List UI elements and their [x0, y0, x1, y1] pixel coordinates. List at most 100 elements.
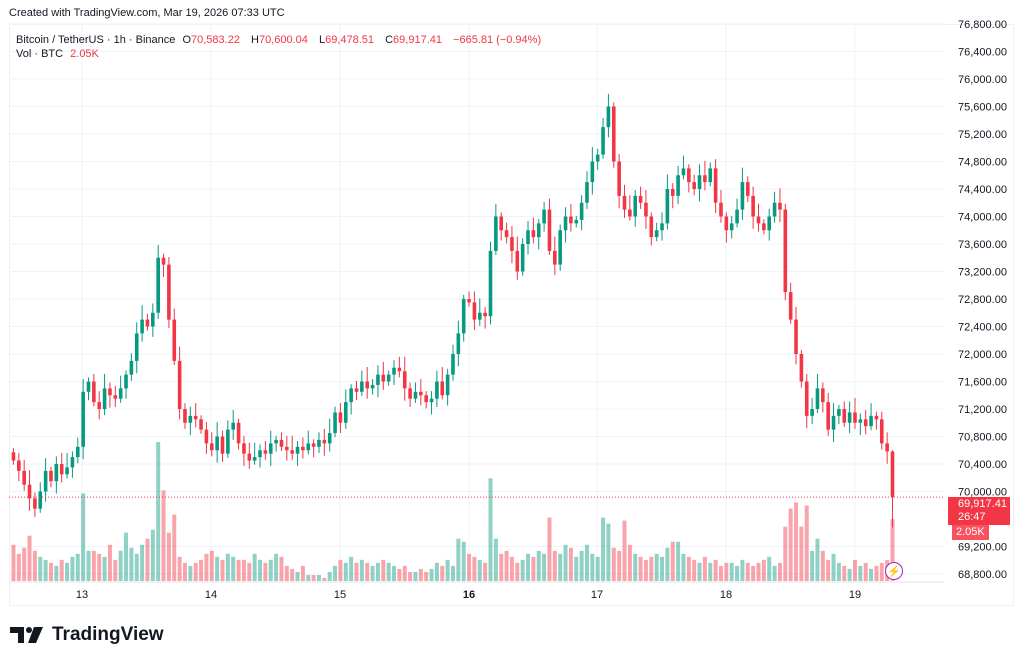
volume-bar [633, 553, 638, 581]
candle-body [193, 415, 198, 420]
volume-bar [370, 565, 375, 581]
last-price: 69,917.41 [958, 498, 1007, 510]
created-with-caption: Created with TradingView.com, Mar 19, 20… [9, 7, 285, 19]
high-value: 70,600.04 [258, 34, 308, 46]
grid-lines [9, 23, 944, 582]
candle-body [799, 354, 804, 382]
tradingview-logo[interactable]: TradingView [10, 624, 164, 646]
candle-body [772, 202, 777, 217]
candle-body [38, 491, 43, 509]
volume-bar [27, 535, 32, 581]
volume-bar [97, 553, 102, 581]
change-value: −665.81 (−0.94%) [453, 34, 542, 46]
volume-bar [563, 544, 568, 581]
candle-body [360, 381, 364, 392]
volume-bar [354, 562, 359, 581]
volume-bar [509, 556, 514, 581]
volume-bar [772, 565, 777, 581]
volume-bar [890, 519, 895, 581]
candle-body [75, 446, 80, 458]
volume-bar [697, 562, 702, 581]
candle-body [729, 223, 734, 231]
candle-body [515, 250, 520, 272]
candle-body [510, 237, 514, 251]
volume-bar [515, 562, 520, 581]
candle-body [869, 415, 873, 427]
volume-bar [32, 550, 37, 581]
time-tick-label: 16 [463, 589, 475, 601]
candle-body [231, 422, 236, 430]
volume-bar [815, 538, 820, 581]
time-tick-label: 14 [205, 589, 217, 601]
volume-bar [16, 553, 21, 581]
volume-bar [842, 565, 847, 581]
candle-body [885, 443, 889, 452]
candle-body [499, 216, 504, 231]
candle-body [665, 189, 670, 224]
candle-body [183, 409, 187, 423]
price-tick-label: 72,400.00 [958, 322, 1007, 334]
volume-bar [65, 562, 70, 581]
volume-bar [102, 556, 107, 581]
volume-bar [531, 556, 536, 581]
candle-body [258, 450, 262, 458]
candle-body [681, 168, 686, 176]
candle-body [102, 388, 107, 409]
candle-body [311, 443, 316, 447]
candle-body [343, 402, 348, 423]
volume-bar [488, 478, 493, 581]
candle-body [558, 230, 562, 265]
candle-body [547, 209, 552, 251]
candle-body [745, 182, 750, 196]
candle-body [204, 429, 209, 444]
candle-body [333, 412, 337, 434]
symbol-label[interactable]: Bitcoin / TetherUS · 1h · Binance [16, 34, 176, 46]
volume-bar [552, 550, 557, 581]
price-tick-label: 73,600.00 [958, 239, 1007, 251]
volume-bar [75, 553, 80, 581]
volume-bar [145, 538, 150, 581]
candle-body [563, 216, 568, 231]
candle-body [402, 371, 407, 389]
candle-body [290, 450, 294, 454]
candle-body [553, 250, 557, 265]
volume-bar [225, 553, 230, 581]
candle-body [638, 195, 643, 203]
candle-body [215, 436, 219, 451]
volume-bar [295, 571, 300, 581]
volume-bar [783, 526, 788, 581]
price-tick-label: 74,000.00 [958, 212, 1007, 224]
candle-body [70, 457, 75, 468]
candle-body [156, 257, 160, 313]
volume-bar [595, 556, 600, 581]
candle-body [467, 299, 471, 303]
candle-body [306, 443, 311, 451]
volume-bar [627, 544, 632, 581]
candle-body [837, 409, 841, 416]
volume-bar [713, 559, 718, 581]
candle-body [751, 195, 755, 217]
volume-bar [290, 568, 295, 581]
bar-countdown: 26:47 [958, 511, 986, 523]
candle-body [660, 223, 664, 231]
candle-body [687, 168, 691, 183]
volume-bar [483, 562, 488, 581]
volume-bar [794, 502, 799, 581]
candle-body [826, 402, 830, 430]
candle-body [579, 202, 584, 220]
volume-bar [456, 538, 461, 581]
volume-bar [381, 559, 386, 581]
candle-body [585, 182, 589, 203]
volume-bar [643, 559, 648, 581]
volume-label[interactable]: Vol · BTC [16, 48, 64, 60]
volume-bar [11, 544, 16, 581]
volume-bar [392, 565, 397, 581]
close-value: 69,917.41 [393, 34, 442, 46]
volume-bar [338, 559, 343, 581]
volume-bar [231, 556, 236, 581]
lightning-icon[interactable]: ⚡ [885, 562, 903, 580]
volume-bar [70, 556, 75, 581]
candle-body [778, 202, 782, 210]
volume-bar [124, 532, 129, 581]
